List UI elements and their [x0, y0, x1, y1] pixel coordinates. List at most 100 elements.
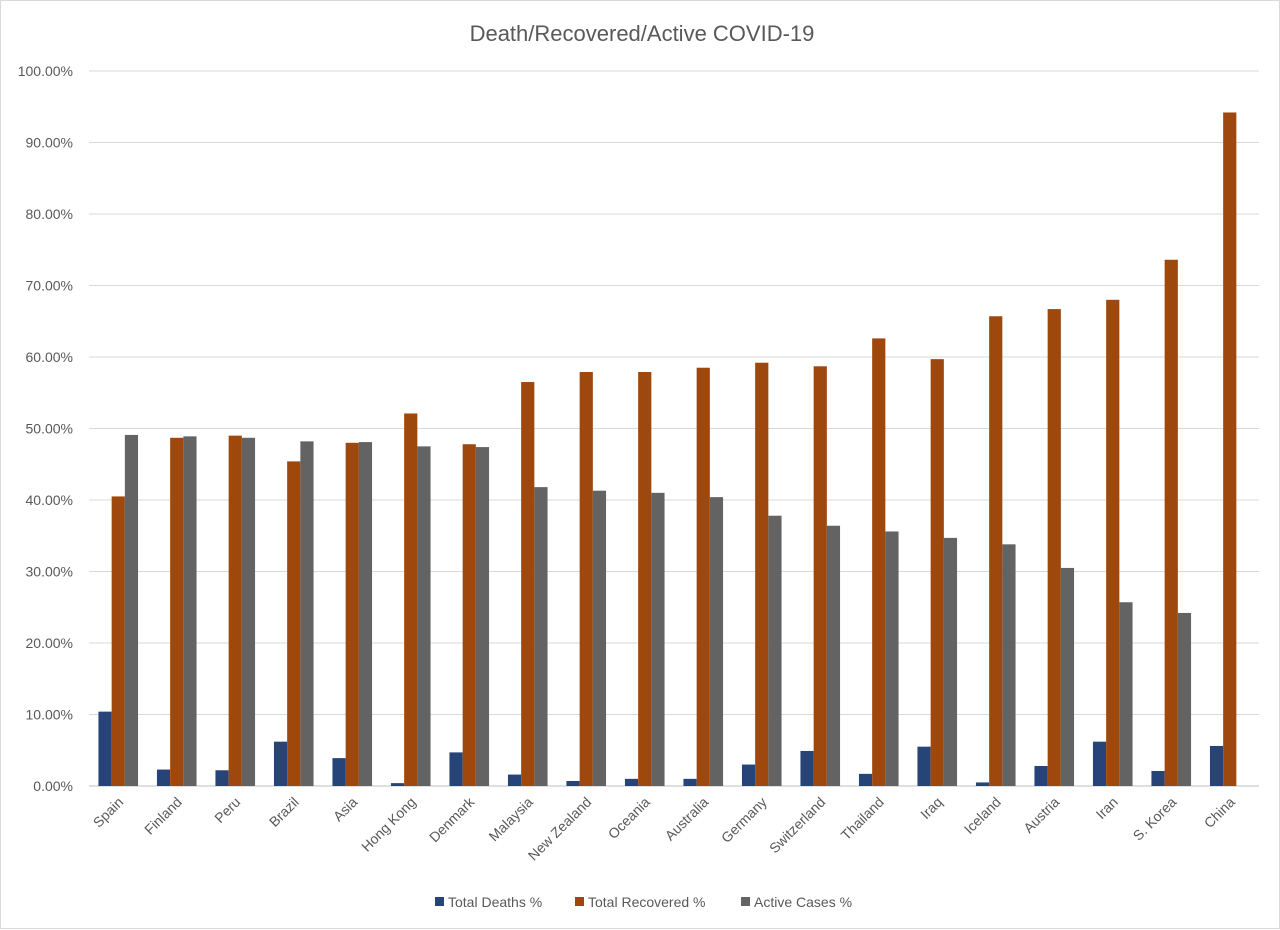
- bar: [124, 434, 139, 786]
- x-tick-label: Malaysia: [485, 794, 536, 845]
- gridlines: [89, 70, 1259, 787]
- chart-title: Death/Recovered/Active COVID-19: [470, 21, 815, 46]
- bar: [592, 490, 607, 786]
- legend-item: Total Recovered %: [575, 894, 706, 910]
- bar: [287, 461, 301, 786]
- bar: [98, 711, 112, 786]
- legend-item: Total Deaths %: [435, 894, 542, 910]
- bar: [1164, 259, 1178, 786]
- x-tick-label: Spain: [90, 794, 127, 831]
- legend-label: Total Deaths %: [448, 894, 542, 910]
- legend-swatch: [435, 897, 444, 906]
- legend-item: Active Cases %: [741, 894, 852, 910]
- legend-label: Active Cases %: [754, 894, 852, 910]
- bar: [858, 773, 873, 786]
- y-tick-label: 40.00%: [26, 492, 73, 508]
- bar: [930, 359, 944, 786]
- bar: [579, 372, 593, 786]
- x-tick-label: Brazil: [266, 794, 302, 830]
- bar: [826, 525, 841, 786]
- x-tick-label: New Zealand: [525, 794, 595, 864]
- x-tick-label: Iran: [1092, 794, 1120, 822]
- y-tick-label: 70.00%: [26, 278, 73, 294]
- y-tick-label: 10.00%: [26, 707, 73, 723]
- bar: [683, 778, 697, 786]
- x-tick-label: Iceland: [961, 794, 1004, 837]
- bar: [241, 437, 256, 786]
- bar: [345, 442, 359, 786]
- x-tick-label: Austria: [1020, 794, 1062, 836]
- series-0: [98, 711, 1224, 786]
- series-2: [124, 434, 1192, 786]
- y-tick-label: 0.00%: [33, 778, 73, 794]
- bar: [417, 446, 431, 786]
- bar: [696, 367, 710, 786]
- bar: [1047, 309, 1061, 786]
- series-1: [111, 112, 1237, 787]
- bar: [111, 496, 125, 786]
- bar: [872, 338, 886, 786]
- bar: [885, 531, 899, 786]
- bar: [1223, 112, 1237, 787]
- bar: [534, 487, 548, 786]
- y-tick-label: 90.00%: [26, 135, 73, 151]
- bar: [215, 770, 229, 786]
- x-tick-label: Denmark: [426, 793, 478, 845]
- x-tick-label: Asia: [330, 794, 361, 825]
- bar: [975, 782, 990, 786]
- bar: [624, 778, 639, 786]
- legend-swatch: [741, 897, 750, 906]
- x-tick-label: Oceania: [605, 794, 653, 842]
- legend: Total Deaths % Total Recovered % Active Ca…: [435, 894, 852, 910]
- bar: [1060, 567, 1075, 786]
- x-tick-label: Hong Kong: [358, 794, 419, 855]
- y-axis: 0.00% 10.00% 20.00% 30.00% 40.00% 50.00% 60.00…: [18, 63, 73, 794]
- bar: [300, 441, 314, 786]
- bar: [813, 366, 827, 786]
- x-tick-label: Switzerland: [766, 794, 828, 856]
- bar: [475, 447, 490, 786]
- bar: [404, 413, 418, 786]
- bar: [1177, 612, 1192, 786]
- x-tick-label: China: [1201, 794, 1238, 831]
- bar: [917, 746, 931, 786]
- bar: [1092, 741, 1107, 786]
- x-tick-label: Australia: [662, 794, 712, 844]
- bar: [566, 780, 580, 786]
- bar: [741, 764, 756, 786]
- bar: [1209, 745, 1224, 786]
- bar: [1106, 299, 1120, 786]
- x-tick-label: Iraq: [917, 794, 945, 822]
- legend-swatch: [575, 897, 584, 906]
- bar: [1119, 602, 1133, 786]
- bar: [228, 435, 242, 786]
- y-tick-label: 50.00%: [26, 421, 73, 437]
- bar: [358, 442, 373, 786]
- x-tick-label: Thailand: [838, 794, 887, 843]
- bar: [768, 515, 782, 786]
- bar: [462, 444, 476, 786]
- bar: [449, 752, 463, 786]
- bar: [332, 758, 346, 786]
- bar: [1151, 770, 1165, 786]
- legend-label: Total Recovered %: [588, 894, 706, 910]
- bar: [521, 382, 535, 786]
- x-tick-label: S. Korea: [1130, 794, 1180, 844]
- bars: [98, 112, 1237, 787]
- bar: [1034, 765, 1048, 786]
- x-tick-label: Finland: [141, 794, 185, 838]
- bar: [943, 537, 958, 786]
- y-tick-label: 100.00%: [18, 63, 73, 79]
- bar: [156, 769, 171, 786]
- y-tick-label: 20.00%: [26, 635, 73, 651]
- bar: [989, 316, 1003, 786]
- bar: [390, 783, 405, 786]
- bar: [709, 497, 724, 786]
- bar: [638, 372, 652, 786]
- x-tick-label: Peru: [211, 794, 243, 826]
- bar: [183, 436, 197, 786]
- bar: [170, 437, 184, 786]
